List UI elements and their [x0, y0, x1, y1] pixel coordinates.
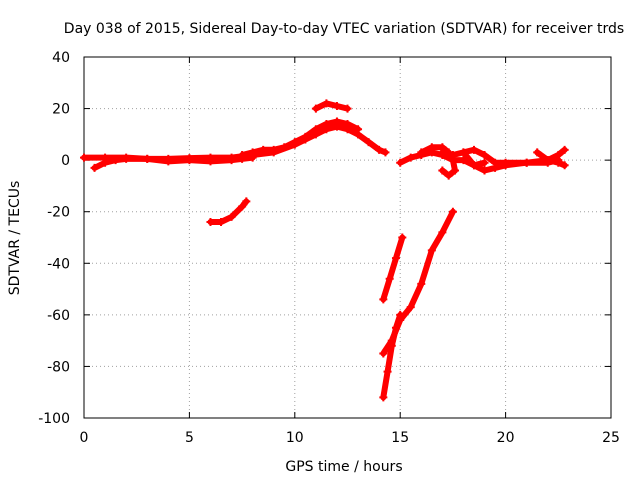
- data-point: [560, 161, 569, 170]
- data-point: [322, 120, 331, 129]
- data-point: [381, 148, 390, 157]
- data-point: [379, 349, 388, 358]
- data-point: [101, 158, 110, 167]
- data-point: [406, 153, 415, 162]
- data-point: [122, 154, 131, 163]
- data-point: [444, 171, 453, 180]
- data-point: [459, 148, 468, 157]
- data-point: [311, 125, 320, 134]
- data-point: [332, 101, 341, 110]
- plot-frame: [83, 56, 612, 419]
- x-axis-label: GPS time / hours: [285, 459, 402, 475]
- y-tick-label: -40: [47, 256, 70, 272]
- data-point: [480, 158, 489, 167]
- data-point: [383, 367, 392, 376]
- data-point: [448, 207, 457, 216]
- data-point: [491, 163, 500, 172]
- data-point: [554, 158, 563, 167]
- data-point: [343, 120, 352, 129]
- data-point: [206, 157, 215, 166]
- data-point: [398, 233, 407, 242]
- data-point: [469, 145, 478, 154]
- data-point: [417, 279, 426, 288]
- x-tick-label: 0: [80, 430, 89, 446]
- data-point: [396, 158, 405, 167]
- data-point: [301, 132, 310, 141]
- data-point: [396, 310, 405, 319]
- data-point: [438, 166, 447, 175]
- y-tick-label: -60: [47, 308, 70, 324]
- data-point: [379, 393, 388, 402]
- series-track-10: [534, 149, 568, 169]
- data-point: [427, 143, 436, 152]
- data-point: [227, 156, 236, 165]
- y-tick-label: -20: [47, 205, 70, 221]
- data-point: [269, 145, 278, 154]
- series-track-1: [81, 123, 389, 162]
- data-point: [227, 212, 236, 221]
- x-tick-label: 5: [185, 430, 194, 446]
- y-tick-label: 40: [52, 50, 70, 66]
- x-tick-label: 15: [391, 430, 409, 446]
- series-track-4: [312, 100, 351, 112]
- data-point: [242, 197, 251, 206]
- data-point: [543, 156, 552, 165]
- data-point: [391, 254, 400, 263]
- data-point: [406, 303, 415, 312]
- data-point: [522, 158, 531, 167]
- data-point: [206, 218, 215, 227]
- data-point: [417, 148, 426, 157]
- data-point: [554, 150, 563, 159]
- chart-title: Day 038 of 2015, Sidereal Day-to-day VTE…: [64, 21, 624, 37]
- data-point: [217, 218, 226, 227]
- x-tick-label: 20: [497, 430, 515, 446]
- data-point: [185, 156, 194, 165]
- y-tick-label: 20: [52, 102, 70, 118]
- data-point: [111, 156, 120, 165]
- data-point: [480, 150, 489, 159]
- x-tick-label: 10: [286, 430, 304, 446]
- data-point: [164, 157, 173, 166]
- data-point: [80, 153, 88, 162]
- data-point: [90, 163, 99, 172]
- y-tick-label: -80: [47, 359, 70, 375]
- x-tick-label: 25: [602, 430, 620, 446]
- data-point: [427, 246, 436, 255]
- data-point: [501, 161, 510, 170]
- y-axis-label: SDTVAR / TECUs: [7, 181, 23, 296]
- data-point: [311, 104, 320, 113]
- data-point: [448, 150, 457, 159]
- data-point: [364, 138, 373, 147]
- data-point: [332, 117, 341, 126]
- series-track-11: [380, 234, 406, 303]
- data-point: [280, 143, 289, 152]
- data-point: [238, 150, 247, 159]
- data-point: [469, 161, 478, 170]
- data-point: [379, 295, 388, 304]
- data-point: [143, 154, 152, 163]
- data-point: [560, 145, 569, 154]
- data-point: [354, 125, 363, 134]
- data-point: [290, 138, 299, 147]
- data-point: [387, 341, 396, 350]
- data-series: [80, 99, 569, 402]
- data-point: [248, 148, 257, 157]
- data-point: [343, 104, 352, 113]
- data-point: [533, 148, 542, 157]
- data-point: [391, 323, 400, 332]
- data-point: [438, 148, 447, 157]
- y-tick-label: 0: [61, 153, 70, 169]
- data-point: [438, 228, 447, 237]
- data-point: [259, 145, 268, 154]
- data-point: [480, 166, 489, 175]
- data-point: [375, 145, 384, 154]
- data-point: [322, 99, 331, 108]
- axis-ticks: 0 5 10 15 20 25 40 20 0 -20 -40 -60 -80 -100: [38, 50, 620, 446]
- y-tick-label: -100: [38, 411, 70, 427]
- data-point: [238, 202, 247, 211]
- data-point: [451, 166, 460, 175]
- data-point: [385, 274, 394, 283]
